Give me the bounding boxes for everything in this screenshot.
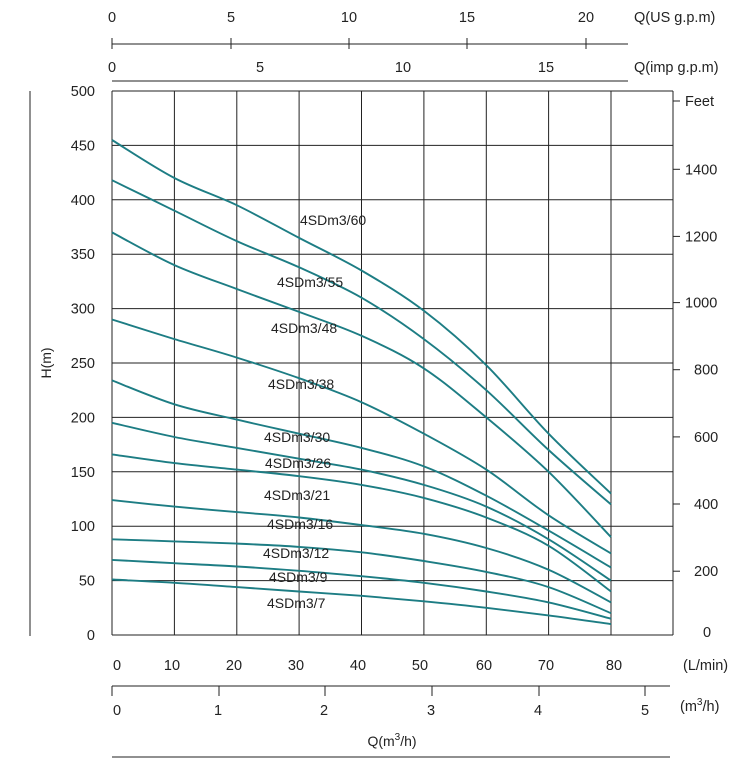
series-label: 4SDm3/48 — [271, 320, 337, 336]
feet-tick: 800 — [694, 363, 718, 379]
series-line-4sdm3-60 — [111, 139, 612, 495]
y-tick: 100 — [71, 519, 95, 535]
us-gpm-tick: 20 — [578, 10, 594, 26]
curve-series-group — [111, 139, 612, 626]
x-m3h-tick: 0 — [113, 703, 121, 719]
x-lmin-tick: 60 — [476, 658, 492, 674]
us-gpm-tick: 15 — [459, 10, 475, 26]
imp-gpm-tick: 15 — [538, 60, 554, 76]
feet-tick: 200 — [694, 564, 718, 580]
y-tick: 300 — [71, 302, 95, 318]
y-axis-meters: H(m) 0 50 100 150 200 250 300 350 400 45… — [29, 84, 95, 644]
series-label: 4SDm3/26 — [265, 455, 331, 471]
feet-tick: 0 — [703, 625, 711, 641]
series-line-4sdm3-48 — [111, 231, 612, 538]
us-gpm-axis-label: Q(US g.p.m) — [634, 10, 715, 26]
x-m3h-tick: 3 — [427, 703, 435, 719]
series-line-4sdm3-21 — [111, 453, 612, 593]
imp-gpm-axis-label: Q(imp g.p.m) — [634, 60, 719, 76]
series-line-4sdm3-30 — [111, 379, 612, 569]
y-tick: 450 — [71, 138, 95, 154]
feet-tick: 1200 — [685, 229, 717, 245]
series-label: 4SDm3/30 — [264, 429, 330, 445]
x-m3h-tick: 5 — [641, 703, 649, 719]
series-label: 4SDm3/16 — [267, 516, 333, 532]
x-lmin-tick: 30 — [288, 658, 304, 674]
y-tick: 0 — [87, 628, 95, 644]
y-tick: 500 — [71, 84, 95, 100]
feet-tick: 600 — [694, 430, 718, 446]
y-axis-feet: Feet 1400 1200 1000 800 600 400 200 0 — [672, 91, 718, 641]
x-m3h-tick: 4 — [534, 703, 542, 719]
series-line-4sdm3-38 — [111, 318, 612, 555]
x-axis-m3h: 0 1 2 3 4 5 (m3/h) Q(m3/h) — [111, 685, 719, 758]
x-m3h-axis-label: (m3/h) — [680, 697, 719, 715]
series-line-4sdm3-12 — [111, 538, 612, 615]
series-label: 4SDm3/9 — [269, 569, 328, 585]
y-tick: 350 — [71, 247, 95, 263]
series-label: 4SDm3/12 — [263, 545, 329, 561]
x-lmin-tick: 80 — [606, 658, 622, 674]
imp-gpm-tick: 0 — [108, 60, 116, 76]
us-gpm-tick: 5 — [227, 10, 235, 26]
series-label: 4SDm3/60 — [300, 212, 366, 228]
feet-tick: 1000 — [685, 296, 717, 312]
x-lmin-tick: 40 — [350, 658, 366, 674]
y-axis-label: H(m) — [38, 347, 54, 378]
x-lmin-tick: 10 — [164, 658, 180, 674]
series-label: 4SDm3/55 — [277, 274, 343, 290]
feet-axis-label: Feet — [685, 94, 714, 110]
x-lmin-axis-label: (L/min) — [683, 658, 728, 674]
y-tick: 50 — [79, 574, 95, 590]
us-gpm-tick: 10 — [341, 10, 357, 26]
x-axis-caption: Q(m3/h) — [367, 732, 416, 749]
curve-labels: 4SDm3/60 4SDm3/55 4SDm3/48 4SDm3/38 4SDm… — [263, 212, 366, 611]
imp-gpm-axis: 0 5 10 15 Q(imp g.p.m) — [108, 60, 719, 82]
x-axis-lmin: 0 10 20 30 40 50 60 70 80 (L/min) — [113, 658, 728, 674]
series-line-4sdm3-7 — [111, 578, 612, 626]
x-lmin-tick: 20 — [226, 658, 242, 674]
y-tick: 250 — [71, 356, 95, 372]
series-label: 4SDm3/7 — [267, 595, 326, 611]
imp-gpm-tick: 5 — [256, 60, 264, 76]
us-gpm-axis: 0 5 10 15 20 Q(US g.p.m) — [108, 10, 715, 49]
x-lmin-tick: 50 — [412, 658, 428, 674]
x-m3h-tick: 2 — [320, 703, 328, 719]
x-m3h-tick: 1 — [214, 703, 222, 719]
series-line-4sdm3-16 — [111, 499, 612, 604]
x-lmin-tick: 0 — [113, 658, 121, 674]
y-tick: 400 — [71, 193, 95, 209]
y-tick: 150 — [71, 465, 95, 481]
x-lmin-tick: 70 — [538, 658, 554, 674]
series-label: 4SDm3/38 — [268, 376, 334, 392]
series-label: 4SDm3/21 — [264, 487, 330, 503]
feet-tick: 400 — [694, 497, 718, 513]
us-gpm-tick: 0 — [108, 10, 116, 26]
series-line-4sdm3-26 — [111, 421, 612, 582]
y-tick: 200 — [71, 410, 95, 426]
series-line-4sdm3-9 — [111, 558, 612, 620]
imp-gpm-tick: 10 — [395, 60, 411, 76]
feet-tick: 1400 — [685, 162, 717, 178]
series-line-4sdm3-55 — [111, 179, 612, 506]
